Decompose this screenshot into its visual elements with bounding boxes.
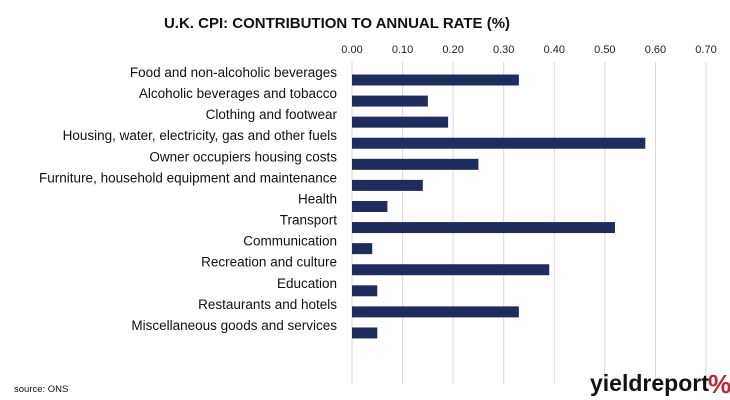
- bar: [352, 200, 388, 212]
- bar: [352, 285, 378, 297]
- x-tick-label: 0.60: [645, 44, 666, 56]
- bar: [352, 306, 519, 318]
- x-tick-label: 0.40: [544, 44, 565, 56]
- bar: [352, 243, 373, 255]
- bar: [352, 327, 378, 339]
- brand-logo: yieldreport %: [590, 369, 730, 399]
- brand-percent-symbol: %: [708, 369, 730, 399]
- bar: [352, 137, 646, 149]
- category-label: Health: [298, 191, 337, 206]
- brand-name: yieldreport: [590, 370, 709, 396]
- bar: [352, 95, 428, 107]
- category-label: Education: [277, 276, 337, 291]
- chart-title: U.K. CPI: CONTRIBUTION TO ANNUAL RATE (%…: [164, 15, 510, 32]
- category-label: Owner occupiers housing costs: [149, 149, 337, 164]
- percent-red: %: [708, 369, 730, 399]
- bar: [352, 74, 519, 86]
- category-label: Alcoholic beverages and tobacco: [139, 86, 337, 101]
- source-note: source: ONS: [14, 384, 68, 395]
- category-label: Restaurants and hotels: [198, 297, 337, 312]
- bar: [352, 158, 479, 170]
- x-tick-label: 0.50: [594, 44, 615, 56]
- category-label: Food and non-alcoholic beverages: [130, 65, 337, 80]
- x-tick-label: 0.70: [695, 44, 716, 56]
- category-label: Furniture, household equipment and maint…: [39, 170, 337, 185]
- bars: [352, 74, 646, 339]
- bar: [352, 264, 550, 276]
- bar: [352, 116, 449, 128]
- x-tick-label: 0.30: [493, 44, 514, 56]
- category-label: Clothing and footwear: [206, 107, 338, 122]
- category-label: Housing, water, electricity, gas and oth…: [63, 128, 338, 143]
- category-label: Transport: [280, 213, 338, 228]
- bar: [352, 222, 615, 234]
- x-axis-ticks: 0.00 0.10 0.20 0.30 0.40 0.50 0.60 0.70: [341, 44, 716, 56]
- category-label: Miscellaneous goods and services: [131, 318, 337, 333]
- x-tick-label: 0.20: [442, 44, 463, 56]
- x-tick-label: 0.10: [392, 44, 413, 56]
- bar: [352, 179, 423, 191]
- category-labels: Food and non-alcoholic beverages Alcoholi…: [39, 65, 337, 333]
- category-label: Communication: [243, 234, 337, 249]
- x-tick-label: 0.00: [341, 44, 362, 56]
- category-label: Recreation and culture: [201, 255, 337, 270]
